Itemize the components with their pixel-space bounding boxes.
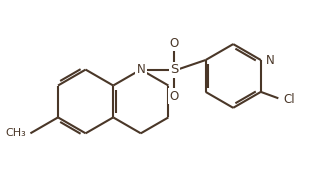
Text: Cl: Cl (283, 93, 295, 106)
Text: N: N (266, 53, 274, 67)
Text: S: S (170, 63, 178, 76)
Text: CH₃: CH₃ (5, 128, 26, 138)
Text: O: O (170, 90, 179, 103)
Text: N: N (136, 63, 145, 76)
Text: O: O (170, 37, 179, 50)
